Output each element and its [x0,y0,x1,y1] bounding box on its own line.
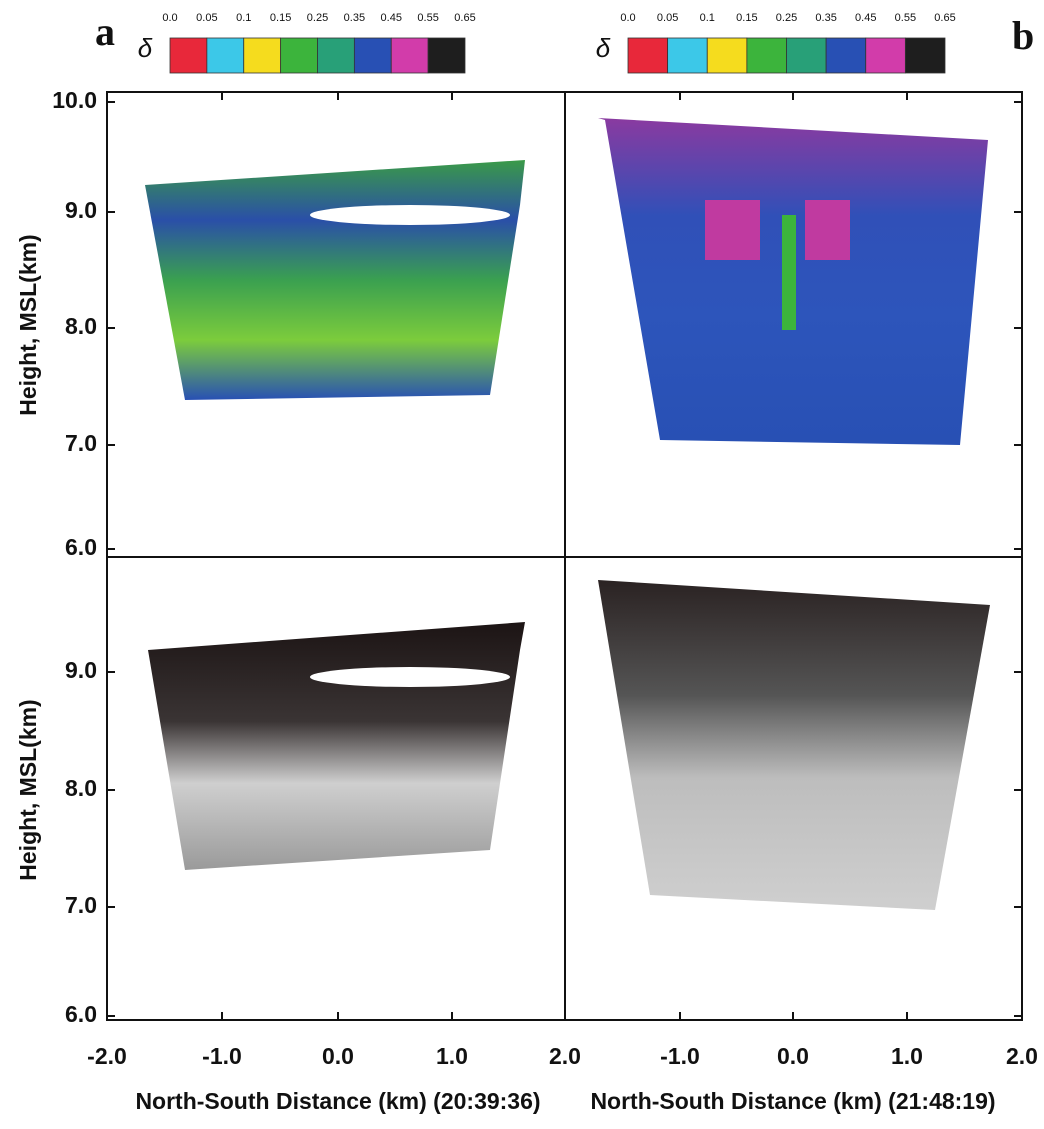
colorbar-cell [786,37,827,74]
colorbar-cell [904,37,946,74]
y-tick-label: 9.0 [65,197,97,223]
gap [310,667,510,687]
x-tick-label: -1.0 [660,1043,700,1069]
colorbar-tick: 0.1 [700,12,715,24]
colorbar-tick: 0.0 [620,12,635,24]
colorbar-cell [353,37,392,74]
panel-label: a [95,9,115,54]
x-tick-label: 1.0 [436,1043,468,1069]
colorbar-tick: 0.35 [815,12,836,24]
colorbar-cell [169,37,208,74]
y-tick-label: 10.0 [52,87,97,113]
colorbar-cell [427,37,466,74]
y-tick-label: 8.0 [65,775,97,801]
colorbar-tick: 0.15 [736,12,757,24]
colorbar-tick: 0.35 [344,12,365,24]
lidar-image-b-bottom [598,580,990,910]
y-tick-label: 9.0 [65,657,97,683]
colorbar-cell [706,37,748,74]
colorbar-tick: 0.65 [934,12,955,24]
lidar-image-a-top [145,160,525,400]
x-tick-label: 2.0 [549,1043,581,1069]
y-tick-label: 7.0 [65,892,97,918]
colorbar-tick: 0.25 [307,12,328,24]
y-axis-label: Height, MSL(km) [15,699,41,880]
y-tick-label: 8.0 [65,313,97,339]
x-tick-label: 0.0 [777,1043,809,1069]
colorbar-cell [243,37,282,74]
colorbar-tick: 0.1 [236,12,251,24]
center-column [782,215,796,330]
colorbar-cell [206,37,245,74]
colorbar-symbol: δ [138,33,153,63]
colorbar-tick: 0.15 [270,12,291,24]
colorbar-symbol: δ [596,33,611,63]
x-tick-label: 2.0 [1006,1043,1038,1069]
colorbar-cell [865,37,906,74]
colorbar-tick: 0.25 [776,12,797,24]
colorbar-cell [390,37,429,74]
panel-images [145,118,990,910]
y-tick-label: 6.0 [65,534,97,560]
x-tick-label: -2.0 [87,1043,127,1069]
y-axis-label: Height, MSL(km) [15,234,41,415]
x-tick-label: 0.0 [322,1043,354,1069]
colorbar-cell [667,37,708,74]
colorbar-cell [627,37,669,74]
colorbar-cell [317,37,355,74]
panel-label: b [1012,13,1034,58]
colorbar-tick: 0.05 [657,12,678,24]
colorbar-tick: 0.65 [454,12,475,24]
colorbar-cell [825,37,867,74]
y-tick-label: 6.0 [65,1001,97,1027]
colorbar-cell [746,37,787,74]
colorbar-tick: 0.55 [895,12,916,24]
gap [310,205,510,225]
x-tick-label: 1.0 [891,1043,923,1069]
colorbar-cell [280,37,318,74]
x-axis-label: North-South Distance (km) (20:39:36) [135,1088,540,1114]
x-tick-label: -1.0 [202,1043,242,1069]
colorbar-tick: 0.05 [196,12,217,24]
lidar-image-a-bottom [148,622,525,870]
x-axis-label: North-South Distance (km) (21:48:19) [590,1088,995,1114]
colorbar-tick: 0.45 [381,12,402,24]
y-tick-label: 7.0 [65,430,97,456]
colorbar-tick: 0.45 [855,12,876,24]
colorbar-tick: 0.0 [162,12,177,24]
patch [705,200,760,260]
patch [805,200,850,260]
colorbar-tick: 0.55 [417,12,438,24]
